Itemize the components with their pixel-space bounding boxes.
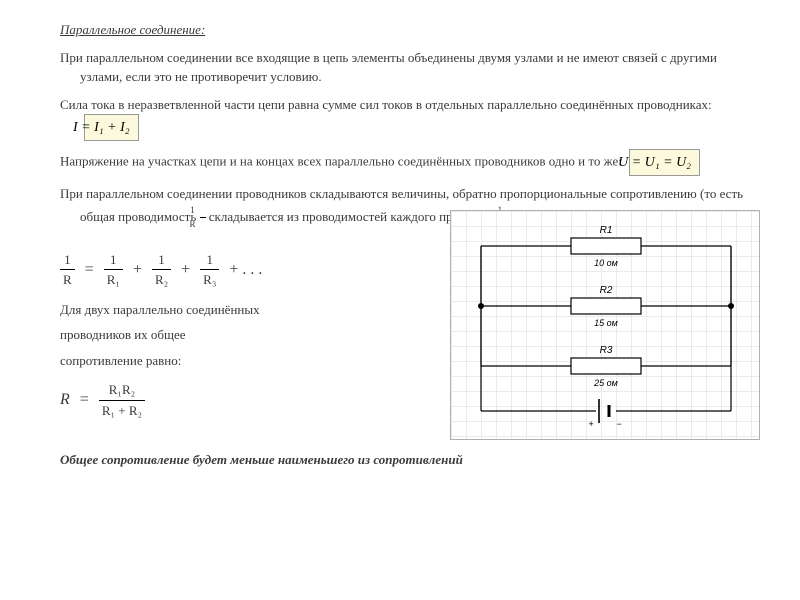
mf1-num: 1	[200, 204, 206, 219]
sf-lhs: 1 R	[60, 250, 75, 290]
sf-r1-d: R₁	[104, 270, 123, 290]
resistor-r1	[571, 238, 641, 254]
sf-lhs-n: 1	[60, 250, 75, 271]
sf-eq: =	[85, 261, 94, 278]
left-column: 1 R = 1 R₁ + 1 R₂ + 1 R₃ + . . . Для дву…	[60, 240, 450, 431]
battery-minus: −	[616, 419, 621, 429]
sf-plus2: +	[181, 261, 190, 278]
section-title: Параллельное соединение:	[60, 20, 760, 40]
circuit-svg: R1 10 ом R2 15 ом R3 25 ом + −	[451, 211, 761, 441]
sf-r3: 1 R₃	[200, 250, 219, 290]
sf-plus1: +	[133, 261, 142, 278]
paragraph-1: При параллельном соединении все входящие…	[60, 48, 760, 87]
r1-value: 10 ом	[594, 258, 618, 268]
sf-lhs-d: R	[60, 270, 75, 290]
line-3: сопротивление равно:	[60, 351, 440, 371]
tf-num: R₁R₂	[99, 380, 145, 401]
p3-text: Напряжение на участках цепи и на концах …	[60, 153, 622, 168]
r2-label: R2	[600, 285, 613, 296]
r3-label: R3	[600, 345, 613, 356]
tf-frac: R₁R₂ R₁ + R₂	[99, 380, 145, 420]
paragraph-3: Напряжение на участках цепи и на концах …	[60, 149, 760, 176]
mf1-den: R	[200, 218, 206, 232]
tf-den: R₁ + R₂	[99, 401, 145, 421]
line-2: проводников их общее	[60, 325, 440, 345]
circuit-diagram: R1 10 ом R2 15 ом R3 25 ом + −	[450, 210, 760, 440]
two-resistor-formula: R = R₁R₂ R₁ + R₂	[60, 380, 440, 420]
line-1: Для двух параллельно соединённых	[60, 300, 440, 320]
resistor-r2	[571, 298, 641, 314]
sf-dots: + . . .	[229, 261, 262, 278]
sf-r3-n: 1	[200, 250, 219, 271]
battery-plus: +	[588, 419, 593, 429]
formula-current: I = I₁ + I₂	[84, 114, 139, 141]
series-resistance-formula: 1 R = 1 R₁ + 1 R₂ + 1 R₃ + . . .	[60, 250, 440, 290]
tf-lhs: R	[60, 391, 70, 408]
sf-r2-n: 1	[152, 250, 171, 271]
sf-r2-d: R₂	[152, 270, 171, 290]
r3-value: 25 ом	[593, 378, 618, 388]
r1-label: R1	[600, 225, 613, 236]
resistor-r3	[571, 358, 641, 374]
sf-r3-d: R₃	[200, 270, 219, 290]
sf-r1-n: 1	[104, 250, 123, 271]
paragraph-2: Сила тока в неразветвленной части цепи р…	[60, 95, 760, 142]
tf-eq: =	[80, 391, 89, 408]
sf-r2: 1 R₂	[152, 250, 171, 290]
conclusion: Общее сопротивление будет меньше наимень…	[60, 450, 760, 470]
mini-frac-1: 1 R	[200, 204, 206, 232]
r2-value: 15 ом	[594, 318, 618, 328]
sf-r1: 1 R₁	[104, 250, 123, 290]
p2-text: Сила тока в неразветвленной части цепи р…	[60, 97, 712, 112]
formula-voltage: U = U₁ = U₂	[629, 149, 700, 176]
